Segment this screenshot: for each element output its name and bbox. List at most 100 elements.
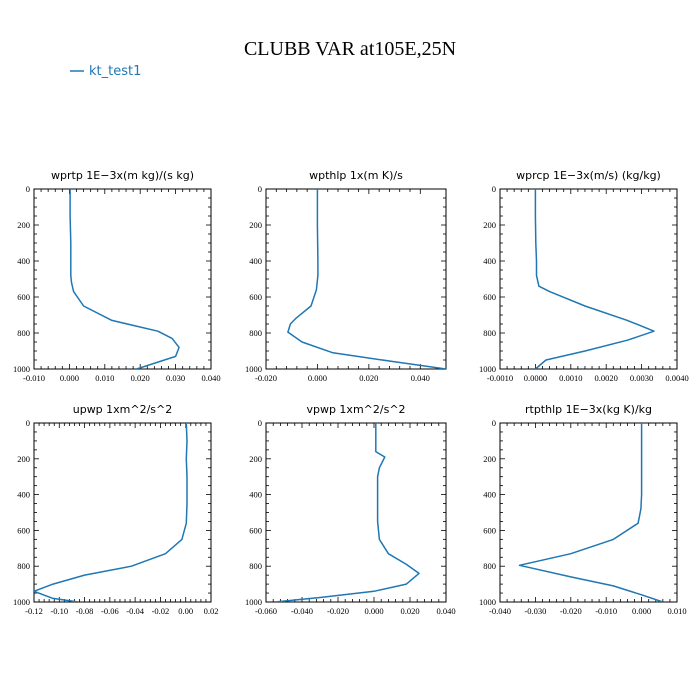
- x-tick-label: 0.0010: [559, 373, 582, 383]
- y-tick-label: 600: [483, 525, 496, 535]
- x-tick-label: 0.010: [667, 606, 686, 616]
- plot-frame: [265, 422, 447, 603]
- x-tick-label: 0.040: [411, 373, 430, 383]
- panel-1: wprtp 1E−3x(m kg)/(s kg) 0 200 400 600 800 100…: [13, 169, 221, 383]
- x-tick-label: 0.040: [201, 373, 220, 383]
- plot-frame: [33, 188, 212, 370]
- x-tick-label: 0.0000: [524, 373, 547, 383]
- y-tick-label: 0: [492, 184, 496, 194]
- y-tick-label: 200: [483, 220, 496, 230]
- y-tick-label: 400: [249, 490, 262, 500]
- y-tick-label: 600: [249, 292, 262, 302]
- panel-2: wpthlp 1x(m K)/s 0 200 400 600 800 1000-0.020 0…: [245, 169, 447, 383]
- y-tick-label: 600: [17, 525, 30, 535]
- panel-title: rtpthlp 1E−3x(kg K)/kg: [525, 403, 652, 416]
- x-tick-label: -0.060: [255, 606, 277, 616]
- y-tick-label: 800: [17, 328, 30, 338]
- y-tick-label: 0: [258, 418, 262, 428]
- panel-title: wprcp 1E−3x(m/s) (kg/kg): [516, 169, 661, 182]
- x-tick-label: -0.02: [152, 606, 170, 616]
- plot-frame: [33, 422, 212, 603]
- y-tick-label: 400: [17, 490, 30, 500]
- y-tick-label: 400: [17, 256, 30, 266]
- panel-3: wprcp 1E−3x(m/s) (kg/kg) 0 200 400 600 800 100…: [479, 169, 689, 383]
- y-tick-label: 0: [26, 184, 30, 194]
- y-tick-label: 800: [17, 561, 30, 571]
- x-tick-label: 0.0030: [630, 373, 653, 383]
- x-tick-label: -0.010: [595, 606, 617, 616]
- panel-4: upwp 1xm^2/s^2 0 200 400 600 800 1000-0.12 -0.1…: [13, 403, 218, 616]
- y-tick-label: 1000: [479, 364, 496, 374]
- x-tick-label: 0.02: [204, 606, 219, 616]
- x-tick-label: 0.020: [131, 373, 150, 383]
- y-tick-label: 0: [492, 418, 496, 428]
- panel-title: wprtp 1E−3x(m kg)/(s kg): [51, 169, 194, 182]
- y-tick-label: 1000: [245, 364, 262, 374]
- x-tick-label: -0.040: [291, 606, 313, 616]
- x-tick-label: -0.0010: [487, 373, 513, 383]
- x-tick-label: 0.000: [60, 373, 79, 383]
- legend: kt_test1: [70, 64, 141, 79]
- y-tick-label: 1000: [245, 597, 262, 607]
- x-tick-label: -0.040: [489, 606, 511, 616]
- series-line: [69, 189, 180, 369]
- y-tick-label: 0: [26, 418, 30, 428]
- x-tick-label: 0.020: [400, 606, 419, 616]
- panels: wprtp 1E−3x(m kg)/(s kg) 0 200 400 600 800 100…: [13, 169, 689, 616]
- y-tick-label: 600: [249, 525, 262, 535]
- y-tick-label: 400: [483, 256, 496, 266]
- plot-frame: [499, 422, 678, 603]
- x-tick-label: 0.020: [359, 373, 378, 383]
- panel-5: vpwp 1xm^2/s^2 0 200 400 600 800 1000-0.060 -0.…: [245, 403, 456, 616]
- x-tick-label: 0.00: [178, 606, 193, 616]
- series-line: [274, 423, 420, 602]
- x-tick-label: -0.08: [76, 606, 94, 616]
- x-tick-label: -0.010: [23, 373, 45, 383]
- panel-title: wpthlp 1x(m K)/s: [309, 169, 403, 182]
- x-tick-label: 0.040: [436, 606, 455, 616]
- y-tick-label: 200: [249, 454, 262, 464]
- figure-title: CLUBB VAR at105E,25N: [244, 38, 456, 60]
- series-line: [518, 423, 664, 602]
- x-tick-label: 0.0020: [595, 373, 618, 383]
- panel-title: vpwp 1xm^2/s^2: [306, 403, 405, 416]
- x-tick-label: -0.020: [255, 373, 277, 383]
- y-tick-label: 800: [249, 561, 262, 571]
- y-tick-label: 0: [258, 184, 262, 194]
- y-tick-label: 1000: [13, 364, 30, 374]
- y-tick-label: 200: [483, 454, 496, 464]
- y-tick-label: 800: [483, 328, 496, 338]
- x-tick-label: -0.12: [25, 606, 43, 616]
- x-tick-label: 0.030: [166, 373, 185, 383]
- y-tick-label: 800: [249, 328, 262, 338]
- y-tick-label: 200: [17, 220, 30, 230]
- y-tick-label: 600: [17, 292, 30, 302]
- y-tick-label: 1000: [13, 597, 30, 607]
- plot-frame: [265, 188, 447, 370]
- legend-label: kt_test1: [89, 64, 141, 79]
- x-tick-label: -0.04: [126, 606, 144, 616]
- y-tick-label: 200: [17, 454, 30, 464]
- x-tick-label: -0.10: [50, 606, 68, 616]
- x-tick-label: -0.06: [101, 606, 119, 616]
- y-tick-label: 400: [249, 256, 262, 266]
- x-tick-label: 0.0040: [665, 373, 688, 383]
- y-tick-label: 200: [249, 220, 262, 230]
- y-tick-label: 1000: [479, 597, 496, 607]
- plot-frame: [499, 188, 678, 370]
- x-tick-label: 0.010: [95, 373, 114, 383]
- y-tick-label: 800: [483, 561, 496, 571]
- series-line: [34, 423, 188, 602]
- series-line: [534, 189, 655, 369]
- y-tick-label: 600: [483, 292, 496, 302]
- x-tick-label: 0.000: [364, 606, 383, 616]
- x-tick-label: 0.000: [308, 373, 327, 383]
- series-line: [287, 189, 446, 369]
- x-tick-label: 0.000: [632, 606, 651, 616]
- panel-title: upwp 1xm^2/s^2: [73, 403, 173, 416]
- x-tick-label: -0.020: [327, 606, 349, 616]
- x-tick-label: -0.030: [524, 606, 546, 616]
- panel-6: rtpthlp 1E−3x(kg K)/kg02004006008001000-…: [479, 403, 687, 616]
- y-tick-label: 400: [483, 490, 496, 500]
